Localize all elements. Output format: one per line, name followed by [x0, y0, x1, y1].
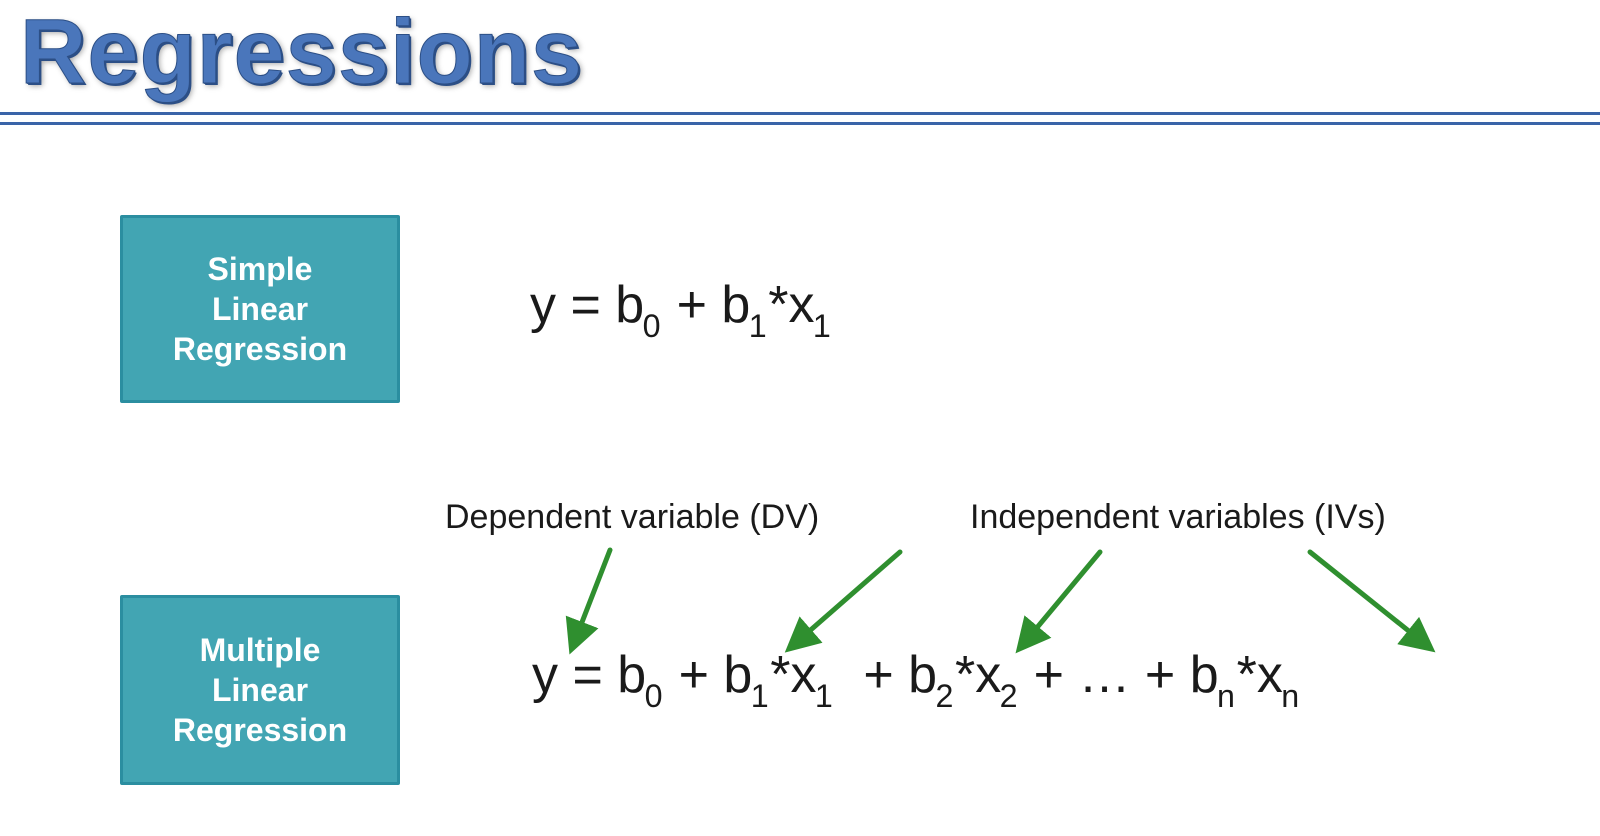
label-simple-linear-regression: Simple Linear Regression — [120, 215, 400, 403]
annotation-dependent-variable: Dependent variable (DV) — [445, 498, 819, 537]
label-line: Regression — [173, 710, 347, 750]
label-line: Linear — [173, 289, 347, 329]
label-line: Multiple — [173, 630, 347, 670]
title-rule-bottom — [0, 122, 1600, 125]
arrow — [1310, 552, 1430, 648]
arrow — [790, 552, 900, 648]
label-multiple-linear-regression: Multiple Linear Regression — [120, 595, 400, 785]
label-line: Linear — [173, 670, 347, 710]
annotation-independent-variables: Independent variables (IVs) — [970, 498, 1386, 537]
label-line: Simple — [173, 249, 347, 289]
formula-multiple: y = b0 + b1*x1 + b2*x2 + … + bn*xn — [532, 645, 1301, 711]
title-rule-top — [0, 112, 1600, 115]
arrow — [1020, 552, 1100, 648]
arrow — [572, 550, 610, 648]
page-title: Regressions — [20, 0, 583, 105]
label-line: Regression — [173, 329, 347, 369]
formula-simple: y = b0 + b1*x1 — [530, 275, 832, 341]
